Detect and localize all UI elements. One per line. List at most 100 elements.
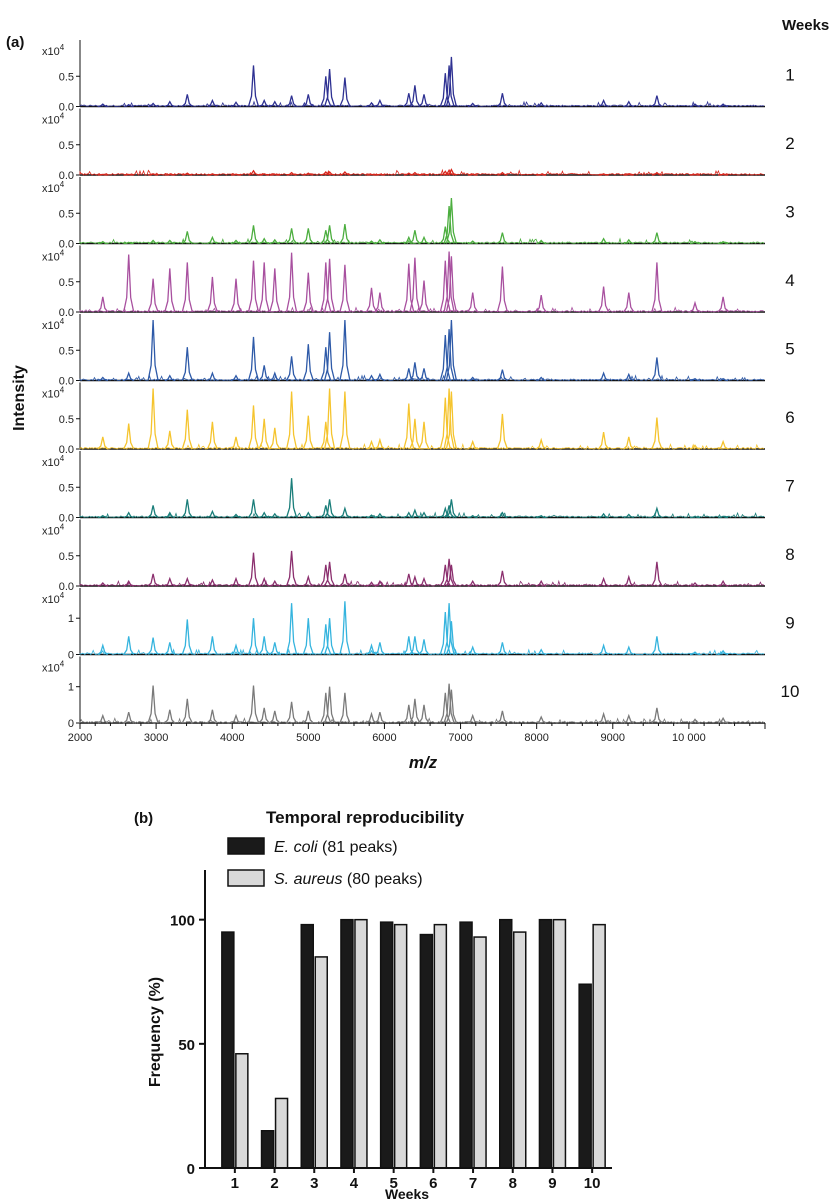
- bar-y-tick-label: 100: [170, 913, 195, 930]
- y-tick-label: 0.0: [59, 444, 74, 456]
- spectrum-peak: [418, 173, 430, 176]
- legend-swatch: [227, 869, 265, 887]
- spectrum-peak: [147, 388, 159, 450]
- spectrum-peak: [269, 512, 280, 519]
- intensity-axis-label: Intensity: [11, 365, 28, 431]
- spectrum-peak: [496, 232, 508, 244]
- panel-a-spectra: (a) Weeks Intensity m/z 0.00.5x10410.00.…: [6, 17, 829, 772]
- bar-x-tick-label: 1: [231, 1175, 239, 1192]
- spectrum-peak: [467, 439, 479, 450]
- y-tick-label: 0.5: [59, 277, 74, 289]
- week-number-label: 8: [785, 545, 794, 564]
- y-exponent-label: x104: [42, 386, 65, 401]
- spectrum-peak: [247, 405, 260, 450]
- spectrum-peak: [320, 230, 332, 244]
- spectrum-peak: [374, 173, 385, 176]
- spectrum-peak: [445, 198, 458, 244]
- spectrum-peak: [374, 372, 386, 382]
- spectrum-peak: [259, 173, 270, 176]
- spectrum-peak: [623, 436, 635, 450]
- bar-saureus-week-4: [354, 918, 368, 1169]
- spectrum-peak: [536, 376, 547, 382]
- spectrum-peak: [97, 643, 109, 656]
- spectrum-peak: [366, 374, 377, 382]
- spectrum-peak: [443, 683, 455, 724]
- spectrum-peak: [374, 711, 386, 724]
- spectrum-peak: [374, 238, 386, 245]
- y-tick-label: 0.5: [59, 345, 74, 357]
- spectrum-peak: [285, 603, 298, 655]
- y-exponent-label: x104: [42, 591, 65, 606]
- spectrum-peak: [207, 509, 218, 519]
- spectrum-peak: [247, 499, 260, 518]
- spectrum-peak: [97, 713, 109, 724]
- x-tick-label: 4000: [220, 732, 244, 744]
- spectrum-peak: [717, 439, 729, 450]
- bar-saureus-week-1: [235, 1053, 249, 1169]
- spectrum-peak: [123, 241, 134, 245]
- spectrum-peak: [97, 376, 108, 382]
- spectrum-peak: [689, 582, 701, 587]
- y-tick-label: 0.5: [59, 71, 74, 83]
- spectrum-peak: [97, 514, 108, 519]
- spectrum-peak: [445, 319, 458, 381]
- spectrum-peak: [302, 618, 314, 655]
- bar-x-tick-label: 9: [548, 1175, 556, 1192]
- spectrum-peak: [324, 499, 336, 518]
- spectrum-peak: [689, 377, 701, 382]
- spectrum-peak: [164, 239, 175, 245]
- spectrum-peak: [320, 564, 332, 587]
- spectrum-peak: [247, 65, 260, 107]
- spectrum-peak: [409, 85, 421, 107]
- spectrum-peak: [285, 550, 298, 587]
- spectrum-peak: [269, 579, 281, 587]
- spectrum-peak: [409, 574, 421, 587]
- bar-x-axis-label: Weeks: [385, 1186, 429, 1202]
- spectrum-peak: [230, 374, 242, 382]
- spectrum-peak: [97, 240, 108, 245]
- spectrum-peak: [258, 98, 270, 108]
- y-exponent-label: x104: [42, 454, 65, 469]
- week-number-label: 9: [785, 613, 794, 632]
- spectrum-peak: [418, 639, 430, 655]
- panel-b-title: Temporal reproducibility: [266, 808, 465, 827]
- spectrum-peak: [247, 336, 260, 381]
- spectrum-peak: [206, 421, 218, 450]
- spectra-rows: 0.00.5x10410.00.5x10420.00.5x10430.00.5x…: [42, 40, 799, 730]
- spectrum-peak: [247, 225, 260, 244]
- spectrum-peak: [536, 514, 547, 519]
- spectrum-peak: [285, 252, 298, 313]
- spectrum-peak: [286, 228, 298, 244]
- spectrum-peak: [269, 268, 281, 313]
- week-number-label: 4: [785, 271, 794, 290]
- spectrum-peak: [339, 264, 351, 313]
- spectrum-peak: [230, 173, 242, 176]
- spectrum-peak: [247, 685, 260, 724]
- spectrum-peak: [269, 427, 281, 450]
- x-tick-label: 2000: [68, 732, 92, 744]
- spectrum-peak: [496, 710, 508, 724]
- spectrum-peak: [623, 100, 635, 108]
- spectrum-peak: [207, 578, 218, 587]
- spectrum-peak: [467, 645, 479, 656]
- bar-ecoli-week-9: [538, 918, 553, 1169]
- spectrum-peak: [123, 579, 134, 587]
- spectrum-peak: [207, 371, 218, 382]
- spectrum-peak: [269, 642, 281, 655]
- spectrum-peak: [418, 511, 430, 519]
- spectrum-peak: [320, 76, 332, 107]
- mz-axis-label: m/z: [409, 753, 438, 772]
- spectrum-peak: [598, 237, 609, 245]
- week-number-label: 6: [785, 408, 794, 427]
- y-tick-label: 0.5: [59, 208, 74, 220]
- spectrum-peak: [496, 642, 508, 655]
- spectrum-peak: [467, 579, 478, 587]
- spectrum-row-week-1: 0.0 0.5 x104 1: [42, 40, 795, 114]
- spectrum-peak: [320, 505, 332, 518]
- spectrum-peak: [206, 709, 218, 724]
- spectrum-peak: [247, 260, 260, 313]
- bar-saureus-week-7: [473, 936, 487, 1169]
- spectrum-peak: [689, 240, 701, 245]
- bar-x-tick-label: 3: [310, 1175, 318, 1192]
